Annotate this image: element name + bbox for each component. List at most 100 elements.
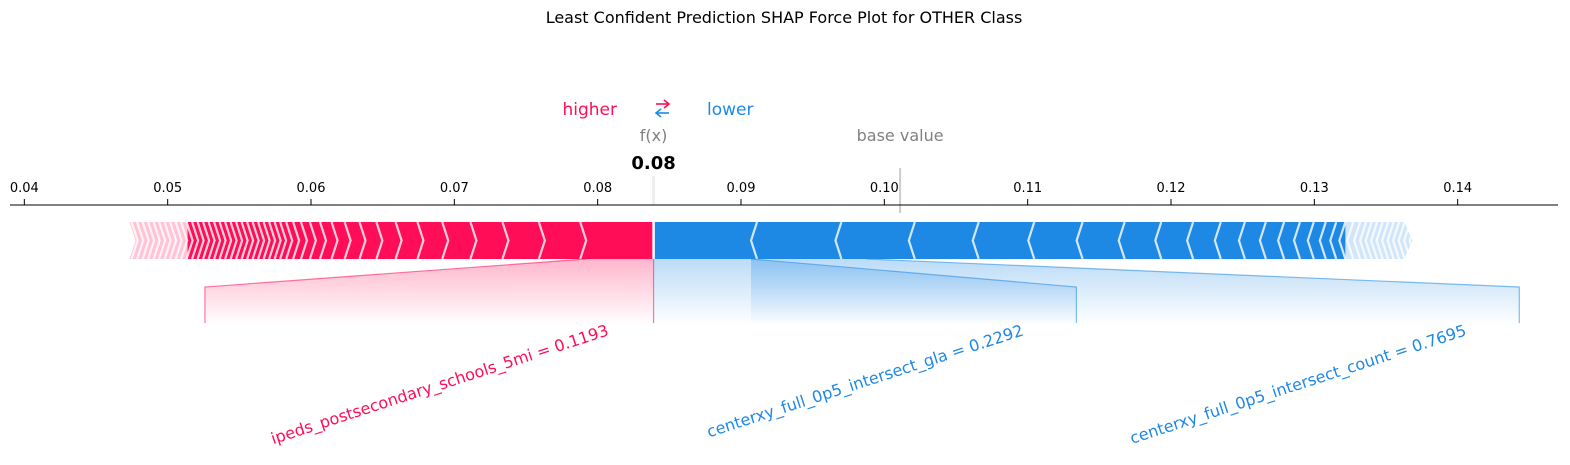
feature-connector [204, 258, 587, 323]
x-tick-label: 0.09 [727, 181, 756, 196]
chart-title: Least Confident Prediction SHAP Force Pl… [546, 8, 1023, 27]
negative-chevron [1185, 221, 1195, 260]
feature-label: ipeds_postsecondary_schools_5mi = 0.1193 [268, 321, 611, 449]
fx-label: f(x) [640, 126, 668, 145]
positive-chevron [292, 221, 301, 260]
positive-chevron [501, 221, 510, 260]
positive-chevron [262, 221, 271, 260]
negative-chevron [1213, 221, 1222, 260]
feature-annotations: ipeds_postsecondary_schools_5mi = 0.1193… [204, 258, 1520, 449]
positive-chevron [180, 221, 189, 260]
feature-label: centerxy_full_0p5_intersect_count = 0.76… [1128, 321, 1469, 449]
negative-chevron [1117, 221, 1126, 260]
negative-chevron [907, 221, 916, 260]
negative-chevron [1075, 221, 1084, 260]
negative-chevron [1386, 221, 1395, 260]
feature-gradient [204, 259, 654, 325]
force-bars [129, 221, 1417, 260]
positive-chevron [394, 221, 403, 260]
x-tick-label: 0.05 [153, 181, 182, 196]
positive-chevron [246, 221, 255, 260]
negative-chevron [1364, 221, 1373, 260]
positive-chevron [343, 221, 352, 260]
feature-gradient [751, 259, 1520, 325]
negative-chevron [1276, 221, 1286, 260]
positive-chevron [191, 221, 200, 260]
negative-chevron [1154, 221, 1163, 260]
x-tick-label: 0.07 [440, 181, 469, 196]
negative-chevron [1369, 221, 1379, 260]
x-tick-label: 0.14 [1443, 181, 1472, 196]
fx-value: 0.08 [631, 153, 675, 174]
negative-chevron [971, 221, 980, 260]
negative-chevron [1318, 221, 1327, 260]
positive-chevron [163, 221, 172, 260]
negative-chevron [1237, 221, 1246, 260]
negative-chevron [749, 221, 759, 260]
feature-connector [867, 258, 1520, 323]
negative-chevron [1402, 221, 1412, 260]
positive-chevron [299, 221, 309, 260]
negative-chevron [1329, 221, 1338, 260]
positive-chevron [130, 221, 139, 260]
negative-chevron [1306, 221, 1315, 260]
negative-chevron [1391, 221, 1401, 260]
positive-chevron [251, 221, 260, 260]
feature-annotation: centerxy_full_0p5_intersect_count = 0.76… [751, 258, 1520, 449]
positive-chevron [213, 221, 222, 260]
x-tick-label: 0.13 [1300, 181, 1329, 196]
positive-chevron [158, 221, 167, 260]
positive-chevron [152, 221, 161, 260]
positive-chevron [318, 221, 328, 260]
negative-chevron [1338, 221, 1347, 260]
x-tick-label: 0.04 [10, 181, 39, 196]
x-tick-label: 0.08 [583, 181, 612, 196]
positive-chevron [285, 221, 294, 260]
positive-chevron [279, 221, 288, 260]
feature-label: centerxy_full_0p5_intersect_gla = 0.2292 [704, 321, 1026, 443]
positive-chevron [330, 221, 339, 260]
x-tick-label: 0.10 [870, 181, 899, 196]
negative-chevron [1408, 221, 1417, 260]
positive-chevron [196, 221, 205, 260]
legend-lower: lower [707, 100, 753, 120]
base-value-label: base value [857, 126, 944, 145]
negative-chevron [1375, 221, 1384, 260]
positive-chevron [358, 221, 367, 260]
positive-chevron [268, 221, 277, 260]
x-tick-label: 0.12 [1157, 181, 1186, 196]
positive-chevron [185, 221, 194, 260]
positive-chevron [235, 221, 244, 260]
x-tick-label: 0.06 [297, 181, 326, 196]
positive-chevron [207, 221, 216, 260]
positive-chevron [375, 221, 384, 260]
positive-chevron [273, 221, 282, 260]
positive-chevron [202, 221, 211, 260]
negative-chevron [1352, 221, 1362, 260]
positive-chevron [537, 221, 546, 260]
negative-chevron [1027, 221, 1036, 260]
negative-chevron [834, 221, 843, 260]
legend-arrows-icon [654, 99, 671, 118]
positive-chevron [240, 221, 249, 260]
positive-chevron [169, 221, 178, 260]
negative-chevron [1380, 221, 1390, 260]
positive-chevron [141, 221, 150, 260]
negative-main-bar [653, 222, 1346, 259]
positive-chevron [218, 221, 227, 260]
x-tick-label: 0.11 [1013, 181, 1042, 196]
negative-chevron [1397, 221, 1406, 260]
positive-chevron [224, 221, 233, 260]
negative-chevron [1258, 221, 1267, 260]
positive-chevron [579, 221, 588, 260]
negative-chevron [1358, 221, 1368, 260]
positive-chevron [469, 221, 478, 260]
positive-chevron [257, 221, 266, 260]
positive-chevron [174, 221, 183, 260]
positive-chevron [229, 221, 238, 260]
positive-chevron [416, 221, 425, 260]
positive-chevron [308, 221, 318, 260]
negative-chevron [1292, 221, 1302, 260]
feature-annotation: ipeds_postsecondary_schools_5mi = 0.1193 [204, 258, 655, 449]
